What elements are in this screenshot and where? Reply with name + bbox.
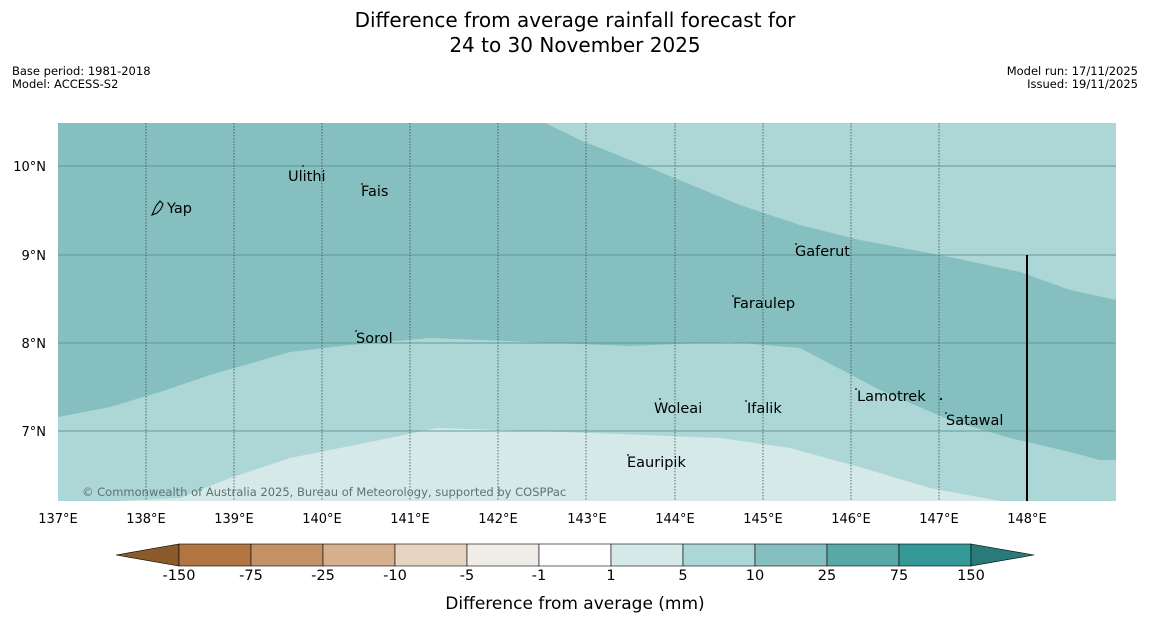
colorbar-segment-10 [898,543,972,567]
lat-label-10n: 10°N [13,160,46,175]
island-dots [302,165,947,456]
lon-label-142e: 142°E [478,512,518,527]
colorbar-tick-1: -75 [239,568,263,584]
lon-label-144e: 144°E [655,512,695,527]
issued-text: Issued: 19/11/2025 [1027,77,1138,91]
place-ulithi: Ulithi [288,169,326,185]
lon-gridlines [145,123,940,501]
place-satawal: Satawal [946,413,1003,429]
colorbar-tick-5: -1 [531,568,547,584]
lon-axis-labels: 137°E 138°E 139°E 140°E 141°E 142°E 143°… [38,512,1047,527]
colorbar-segment-6 [610,543,684,567]
colorbar-segment-2 [322,543,396,567]
lon-label-140e: 140°E [302,512,342,527]
band-10-25 [58,123,1116,460]
colorbar-segment-5 [538,543,612,567]
colorbar-title: Difference from average (mm) [445,594,705,614]
colorbar-tick-3: -10 [383,568,407,584]
colorbar-tick-0: -150 [162,568,196,584]
place-gaferut: Gaferut [795,244,850,260]
fais-dot [361,183,363,185]
place-yap: Yap [166,201,192,217]
place-faraulep: Faraulep [733,296,795,312]
place-fais: Fais [361,184,388,200]
colorbar-segment-1 [250,543,324,567]
colorbar-segment-3 [394,543,468,567]
place-labels: Ulithi Fais Yap Gaferut Faraulep Sorol L… [166,169,1003,471]
sorol-dot [355,330,357,332]
faraulep-dot [732,295,734,297]
colorbar-tick-11: 150 [957,568,985,584]
ifalik-dot [745,400,747,402]
colorbar-tick-8: 10 [745,568,765,584]
colorbar-tick-9: 25 [817,568,837,584]
place-woleai: Woleai [654,401,702,417]
lon-label-147e: 147°E [919,512,959,527]
copyright-text: © Commonwealth of Australia 2025, Bureau… [82,485,566,499]
colorbar-segment-0 [178,543,252,567]
colorbar-segment-9 [826,543,900,567]
colorbar-segment-7 [682,543,756,567]
lat-label-9n: 9°N [22,249,47,264]
eauripik-dot [627,454,629,456]
place-lamotrek: Lamotrek [857,389,926,405]
colorbar-tick-6: 1 [606,568,616,584]
colorbar-extend-left [115,543,180,567]
gaferut-dot [795,243,797,245]
lamotrek-dot-2 [939,397,943,401]
title-line-1: Difference from average rainfall forecas… [354,8,796,32]
colorbar [115,543,1035,567]
place-ifalik: Ifalik [747,401,782,417]
woleai-dot [659,398,661,400]
colorbar-tick-2: -25 [311,568,335,584]
lon-label-138e: 138°E [126,512,166,527]
lon-label-139e: 139°E [214,512,254,527]
lon-label-145e: 145°E [743,512,783,527]
lon-label-137e: 137°E [38,512,78,527]
lon-label-148e: 148°E [1007,512,1047,527]
lat-axis-labels: 10°N 9°N 8°N 7°N [13,160,46,440]
model-text: Model: ACCESS-S2 [12,77,119,91]
lon-label-143e: 143°E [567,512,607,527]
lamotrek-dot [855,388,857,390]
meta-left: Base period: 1981-2018 Model: ACCESS-S2 [12,65,151,91]
colorbar-tick-4: -5 [459,568,475,584]
colorbar-tick-7: 5 [678,568,688,584]
lat-label-8n: 8°N [22,337,47,352]
place-eauripik: Eauripik [627,455,686,471]
place-sorol: Sorol [356,331,393,347]
title-line-2: 24 to 30 November 2025 [449,33,701,57]
model-run-text: Model run: 17/11/2025 [1006,64,1138,78]
meta-right: Model run: 17/11/2025 Issued: 19/11/2025 [1007,65,1138,91]
satawal-dot [945,412,947,414]
lat-label-7n: 7°N [22,425,47,440]
base-period-text: Base period: 1981-2018 [12,64,151,78]
colorbar-segment-4 [466,543,540,567]
chart-title: Difference from average rainfall forecas… [0,8,1150,58]
colorbar-extend-right [970,543,1035,567]
colorbar-segment-8 [754,543,828,567]
map-area: Ulithi Fais Yap Gaferut Faraulep Sorol L… [58,123,1116,501]
yap-island-icon [150,200,164,217]
lon-label-141e: 141°E [390,512,430,527]
colorbar-tick-10: 75 [889,568,909,584]
ulithi-dot [302,165,304,167]
lon-label-146e: 146°E [831,512,871,527]
